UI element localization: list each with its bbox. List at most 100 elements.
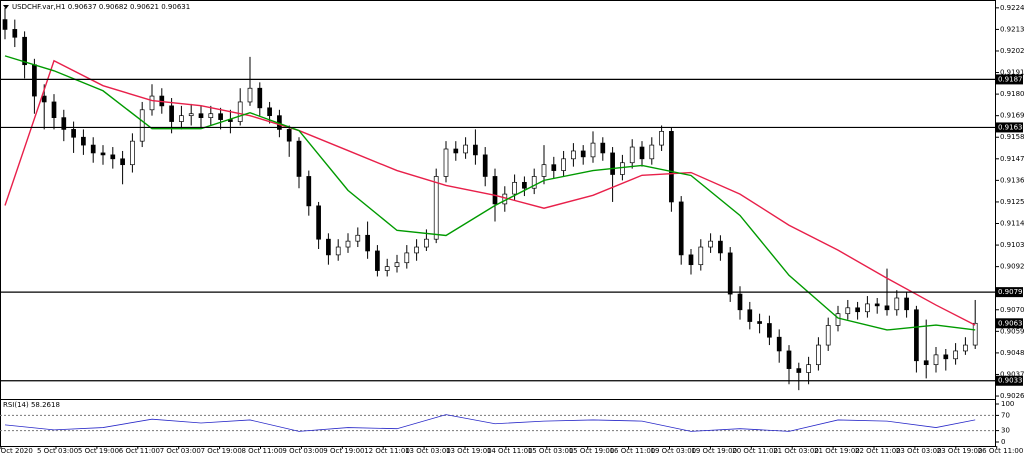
candle-body (845, 307, 851, 315)
y-tick-label: 0.90260 (1000, 392, 1024, 400)
candle-body (355, 234, 361, 242)
x-tick-label: 21 Oct 19:00 (814, 447, 860, 455)
candle-body (257, 87, 263, 109)
x-tick-label: 19 Oct 03:00 (651, 447, 697, 455)
x-tick-label: 26 Oct 11:00 (978, 447, 1024, 455)
candle-body (855, 307, 860, 313)
candle-body (933, 354, 939, 366)
candle-body (120, 158, 125, 166)
moving-average (4, 55, 976, 331)
x-tick-label: 5 Oct 03:00 (37, 447, 78, 455)
candle-body (198, 113, 204, 118)
x-tick-label: 2 Oct 2020 (0, 447, 33, 455)
candle-body (629, 146, 635, 164)
candle-body (41, 95, 47, 103)
rsi-label: RSI(14) 58.2618 (3, 401, 60, 409)
x-tick-label: 21 Oct 03:00 (773, 447, 819, 455)
candle-body (81, 136, 86, 146)
candle-body (51, 101, 57, 118)
candle-body (100, 152, 106, 156)
x-tick-label: 15 Oct 03:00 (528, 447, 574, 455)
x-tick-label: 8 Oct 11:00 (242, 447, 283, 455)
candle-body (796, 368, 802, 373)
candle-body (482, 154, 488, 177)
candle-body (22, 36, 27, 66)
x-tick-label: 7 Oct 03:00 (160, 447, 201, 455)
candle-body (776, 336, 782, 352)
candle-body (531, 176, 537, 189)
level-label: 0.91875 (998, 75, 1024, 83)
x-tick-label: 12 Oct 11:00 (364, 447, 410, 455)
candle-body (727, 252, 733, 295)
candle-body (610, 152, 615, 175)
candle-body (492, 176, 498, 205)
x-tick-label: 19 Oct 19:00 (691, 447, 737, 455)
moving-average (4, 59, 976, 326)
candle-body (865, 303, 870, 313)
candle-body (296, 140, 302, 177)
candle-body (32, 64, 37, 97)
candle-body (874, 303, 880, 307)
candle-body (345, 240, 351, 248)
x-tick-label: 7 Oct 19:00 (201, 447, 242, 455)
candle-body (963, 344, 968, 352)
candle-body (659, 131, 664, 146)
level-box (996, 375, 1023, 386)
candle-body (433, 176, 439, 240)
chart-title: USDCHF.var,H1 0.90637 0.90682 0.90621 0.… (12, 3, 190, 11)
candle-body (139, 109, 145, 142)
candle-body (718, 240, 723, 254)
candle-body (678, 201, 684, 256)
candle-body (835, 313, 841, 326)
candle-body (688, 254, 694, 266)
rsi-tick-label: 30 (1001, 427, 1010, 435)
candle-body (218, 113, 223, 120)
candle-body (747, 309, 753, 322)
candle-body (267, 107, 272, 117)
candle-body (972, 322, 978, 346)
x-tick-label: 16 Oct 11:00 (610, 447, 656, 455)
candle-body (149, 95, 155, 111)
candle-body (188, 113, 194, 117)
candle-body (306, 176, 312, 207)
rsi-line (4, 414, 976, 432)
menu-arrow[interactable] (3, 5, 9, 9)
candle-body (453, 148, 459, 154)
candle-body (179, 115, 184, 122)
candle-body (620, 162, 625, 175)
candle-body (237, 101, 243, 122)
level-box (996, 287, 1023, 298)
candle-body (767, 323, 772, 338)
candle-body (365, 234, 370, 252)
candle-body (414, 246, 419, 254)
x-tick-label: 23 Oct 03:00 (896, 447, 942, 455)
candle-body (473, 144, 478, 156)
candle-body (816, 344, 821, 366)
candle-body (522, 181, 527, 189)
candle-body (443, 148, 449, 177)
candle-body (424, 238, 429, 248)
candle-body (708, 240, 713, 248)
candle-body (669, 131, 674, 203)
candle-body (571, 150, 576, 160)
x-tick-label: 23 Oct 19:00 (937, 447, 983, 455)
candle-body (600, 142, 606, 154)
x-tick-label: 5 Oct 19:00 (78, 447, 119, 455)
rsi-tick-label: 0 (1001, 438, 1005, 446)
candle-body (130, 140, 135, 166)
candle-body (904, 297, 909, 311)
candle-body (463, 144, 468, 154)
